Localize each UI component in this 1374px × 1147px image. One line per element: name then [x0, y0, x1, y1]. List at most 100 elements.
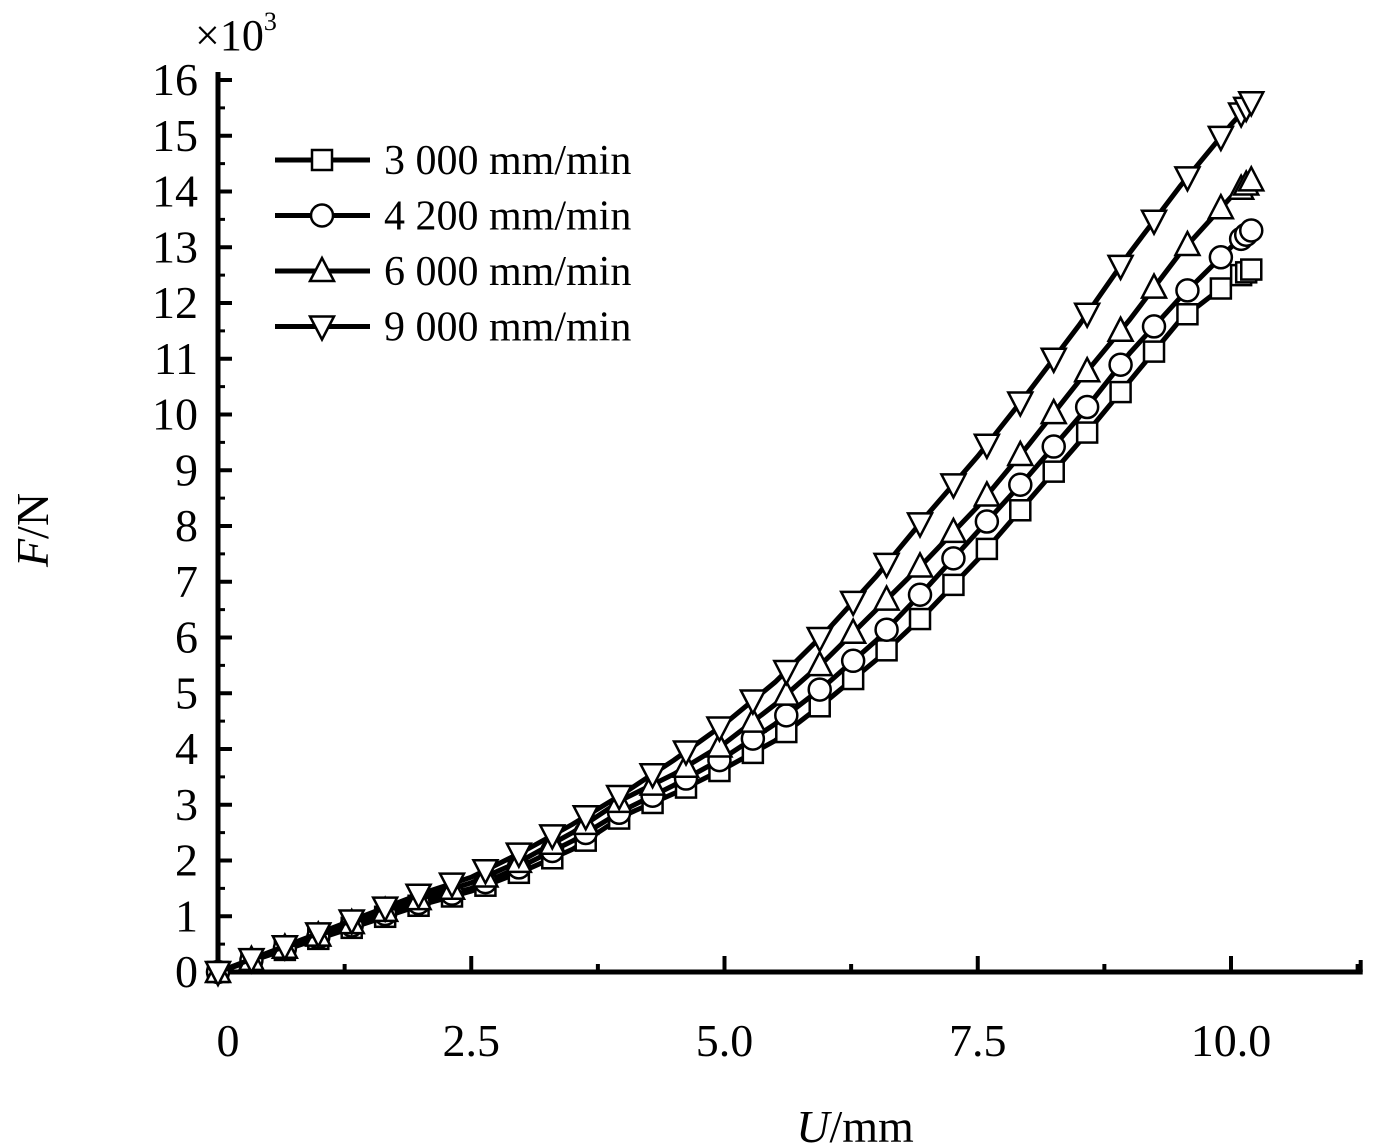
triangle-down-marker [905, 512, 935, 540]
triangle-down-marker [538, 824, 567, 852]
circle-marker [1239, 218, 1264, 243]
triangle-down-marker [237, 947, 266, 975]
series-square [206, 258, 1263, 984]
triangle-down-marker [371, 896, 400, 924]
triangle-down-marker [1139, 209, 1169, 237]
series-group [203, 91, 1266, 988]
circle-marker [974, 509, 1000, 534]
triangle-up-marker [1073, 355, 1102, 383]
circle-marker [309, 203, 335, 228]
triangle-up-marker [1237, 164, 1266, 192]
triangle-up-marker [1206, 192, 1235, 220]
square-marker [1042, 460, 1065, 483]
circle-marker [1208, 245, 1234, 270]
triangle-up-marker [939, 516, 968, 544]
square-marker [975, 537, 999, 561]
triangle-down-marker [805, 626, 834, 654]
y-tick-label: 7 [175, 556, 198, 607]
triangle-down-marker [270, 934, 299, 962]
y-multiplier: ×103 [195, 7, 277, 60]
series-line [217, 100, 1254, 975]
triangle-down-marker [1106, 254, 1135, 282]
x-tick-label: 7.5 [949, 1015, 1007, 1066]
y-tick-label: 1 [175, 890, 198, 941]
circle-marker [941, 546, 966, 571]
triangle-down-marker [471, 858, 500, 886]
triangle-down-marker [337, 909, 366, 937]
y-tick-label: 4 [175, 723, 198, 774]
square-marker [310, 148, 334, 172]
legend-label: 6 000 mm/min [384, 249, 631, 295]
square-marker [1109, 380, 1132, 404]
series-circle [205, 218, 1264, 985]
x-tick-label: 10.0 [1191, 1015, 1272, 1066]
x-tick-label: 2.5 [443, 1015, 501, 1066]
y-tick-label: 16 [152, 54, 198, 105]
circle-marker [1041, 434, 1066, 459]
triangle-up-marker [1173, 229, 1202, 257]
triangle-down-marker [972, 433, 1001, 461]
square-marker [1176, 303, 1199, 326]
triangle-down-marker [1206, 125, 1235, 153]
triangle-down-marker [872, 552, 901, 580]
legend-item: 9 000 mm/min [275, 305, 631, 351]
square-marker [942, 573, 965, 597]
square-marker [1209, 277, 1233, 300]
circle-marker [1175, 278, 1200, 303]
square-marker [1075, 421, 1099, 444]
triangle-down-marker [839, 590, 868, 618]
square-marker [1142, 340, 1166, 363]
square-marker [908, 607, 932, 631]
triangle-down-marker [437, 872, 467, 900]
y-tick-label: 12 [152, 277, 198, 328]
y-tick-label: 0 [175, 946, 198, 997]
circle-marker [774, 703, 799, 728]
x-tick-label: 0 [217, 1015, 240, 1066]
y-tick-label: 3 [175, 779, 198, 830]
y-tick-label: 9 [175, 444, 198, 495]
circle-marker [1008, 472, 1033, 497]
legend: 3 000 mm/min 4 200 mm/min 6 000 mm/min 9 00… [275, 138, 631, 351]
triangle-down-marker [705, 716, 734, 744]
y-tick-label: 8 [175, 500, 198, 551]
circle-marker [874, 617, 899, 642]
y-tick-label: 2 [175, 835, 198, 886]
series-triangle-down [203, 91, 1266, 988]
y-tick-label: 6 [175, 612, 198, 663]
circle-marker [807, 677, 832, 702]
triangle-down-marker [504, 842, 533, 870]
triangle-up-marker [1039, 397, 1068, 425]
triangle-down-marker [307, 315, 337, 343]
y-tick-label: 14 [152, 166, 198, 217]
square-marker [1009, 499, 1032, 522]
circle-marker [840, 648, 866, 674]
legend-item: 4 200 mm/min [275, 194, 631, 240]
series-line [217, 228, 1253, 975]
triangle-up-marker [972, 479, 1001, 507]
legend-item: 6 000 mm/min [275, 249, 631, 295]
y-tick-label: 13 [152, 221, 198, 272]
square-marker [1240, 258, 1263, 281]
triangle-down-marker [304, 922, 333, 950]
triangle-down-marker [404, 883, 433, 911]
triangle-up-marker [738, 705, 767, 733]
triangle-down-marker [772, 659, 801, 687]
x-axis-label: U/mm [796, 1101, 914, 1147]
square-marker [875, 639, 898, 662]
triangle-down-marker [571, 805, 600, 832]
triangle-up-marker [1139, 271, 1169, 299]
x-tick-label: 5.0 [696, 1015, 754, 1066]
y-tick-label: 15 [152, 110, 198, 161]
circle-marker [907, 582, 933, 607]
legend-item: 3 000 mm/min [275, 138, 631, 184]
triangle-up-marker [839, 617, 868, 644]
legend-label: 4 200 mm/min [384, 194, 631, 240]
triangle-up-marker [1106, 315, 1135, 343]
triangle-up-marker [307, 255, 337, 283]
triangle-down-marker [1006, 391, 1035, 419]
triangle-down-marker [638, 762, 667, 790]
legend-label: 9 000 mm/min [384, 305, 631, 351]
triangle-down-marker [671, 740, 701, 768]
triangle-up-marker [872, 583, 901, 611]
